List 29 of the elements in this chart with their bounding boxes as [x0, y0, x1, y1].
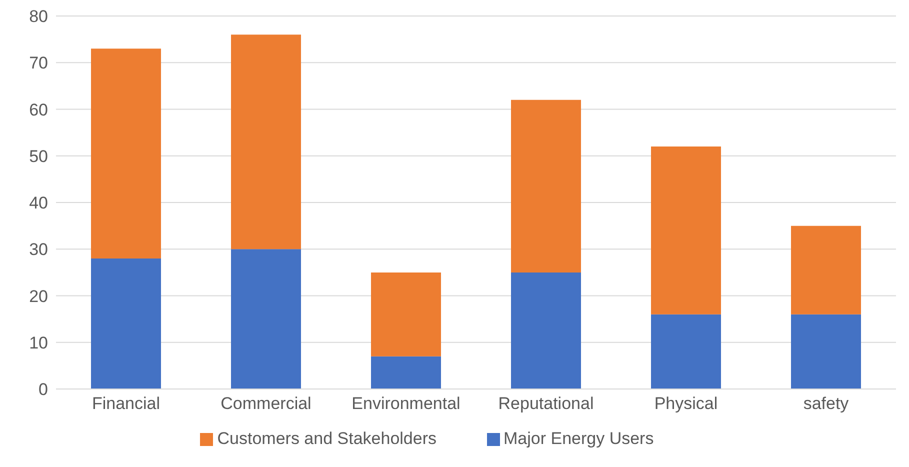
x-tick-label: Financial	[92, 394, 160, 414]
x-tick-label: Commercial	[220, 394, 312, 414]
y-tick-label: 20	[29, 286, 48, 306]
bar	[791, 226, 861, 314]
bar	[511, 272, 581, 389]
y-tick-label: 10	[29, 333, 48, 352]
y-tick-label: 0	[38, 380, 48, 400]
legend-label: Major Energy Users	[504, 429, 654, 448]
bar	[91, 48, 161, 258]
bar	[791, 314, 861, 389]
bar	[371, 272, 441, 356]
bar	[231, 34, 301, 250]
y-tick-label: 30	[29, 240, 48, 260]
bar	[511, 100, 581, 272]
x-tick-label: Environmental	[352, 394, 460, 414]
y-tick-label: 60	[29, 100, 48, 120]
bar	[651, 146, 721, 314]
bar	[651, 314, 721, 389]
bar	[371, 356, 441, 389]
bar	[91, 258, 161, 389]
y-tick-label: 50	[29, 146, 48, 166]
y-tick-label: 70	[29, 54, 48, 73]
y-tick-label: 80	[29, 7, 48, 26]
x-tick-label: Physical	[654, 394, 718, 414]
bar	[231, 249, 301, 389]
y-tick-label: 40	[29, 194, 48, 213]
x-tick-label: safety	[803, 394, 850, 414]
x-tick-label: Reputational	[498, 394, 594, 414]
legend-label: Customers and Stakeholders	[217, 429, 436, 448]
